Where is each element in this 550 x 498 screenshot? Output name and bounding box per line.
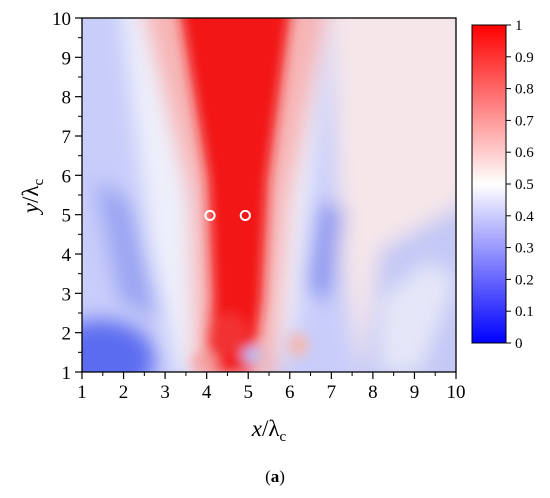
y-tick-label: 10 (52, 9, 71, 30)
colorbar-tick-label: 0.1 (515, 304, 534, 320)
field-band-left (95, 180, 160, 320)
y-tick-label: 6 (62, 166, 72, 187)
y-tick-label: 4 (62, 245, 72, 266)
field-blob-blue (242, 347, 262, 363)
marker-layer (204, 209, 251, 222)
y-axis-title: y/λc (18, 178, 47, 215)
y-tick-label: 2 (62, 324, 72, 345)
colorbar-tick-label: 0.2 (515, 272, 534, 288)
y-axis: 1 2 3 4 5 6 7 8 9 10 (52, 9, 82, 384)
x-tick-label: 5 (243, 382, 253, 403)
x-tick-label: 10 (447, 382, 466, 403)
panel-label-open: ( (265, 467, 271, 486)
x-tick-label: 4 (202, 382, 212, 403)
colorbar-tick-label: 1 (515, 18, 523, 34)
field-region-lower-left (82, 320, 155, 372)
x-tick-label: 1 (77, 382, 87, 403)
x-tick-label: 6 (285, 382, 295, 403)
y-tick-label: 8 (62, 88, 72, 109)
y-tick-label: 3 (62, 284, 72, 305)
marker-open-circle (239, 209, 251, 222)
colorbar-tick-label: 0.8 (515, 82, 534, 98)
colorbar (471, 24, 507, 344)
y-axis-title-sep: /λ (18, 185, 43, 203)
field-core-blob (208, 313, 248, 357)
field-blob-small-left (193, 352, 217, 372)
x-tick-label: 8 (368, 382, 378, 403)
marker-open-circle (204, 209, 216, 222)
colorbar-tick-label: 0.4 (515, 209, 534, 225)
colorbar-tick-label: 0.3 (515, 241, 534, 257)
panel-label-letter: a (270, 467, 280, 486)
colorbar-tick-label: 0.9 (515, 50, 534, 66)
x-axis-title-sep: /λ (262, 416, 280, 441)
x-tick-label: 3 (160, 382, 170, 403)
x-axis-title-sub: c (280, 429, 287, 445)
field-band-mid-right (305, 200, 345, 300)
field-patch-lower-right (380, 260, 456, 372)
field-streak-left (122, 18, 210, 372)
colorbar-tick-label: 0 (515, 336, 523, 352)
x-tick-label: 2 (119, 382, 129, 403)
x-axis-title: x/λc (251, 416, 287, 445)
x-tick-label: 9 (410, 382, 420, 403)
y-axis-title-var: y (18, 202, 43, 215)
y-tick-label: 7 (62, 127, 72, 148)
field-core-beam (181, 18, 290, 372)
panel-label-close: ) (279, 467, 285, 486)
field-blob-small-right (288, 333, 308, 357)
panel-label: (a) (0, 467, 550, 487)
y-tick-label: 1 (62, 363, 72, 384)
colorbar-tick-label: 0.7 (515, 113, 534, 129)
colorbar-tick-label: 0.5 (515, 177, 534, 193)
heatmap-field (82, 18, 456, 372)
y-axis-title-sub: c (31, 178, 47, 185)
colorbar-axis: 0 0.1 0.2 0.3 0.4 0.5 0.6 0.7 0.8 0.9 1 (506, 18, 534, 352)
y-tick-label: 9 (62, 48, 72, 69)
x-axis: 1 2 3 4 5 6 7 8 9 10 (77, 372, 466, 403)
y-tick-label: 5 (62, 206, 72, 227)
colorbar-tick-label: 0.6 (515, 145, 534, 161)
x-tick-label: 7 (327, 382, 337, 403)
x-axis-title-var: x (251, 416, 263, 441)
field-core-layer (181, 18, 308, 372)
